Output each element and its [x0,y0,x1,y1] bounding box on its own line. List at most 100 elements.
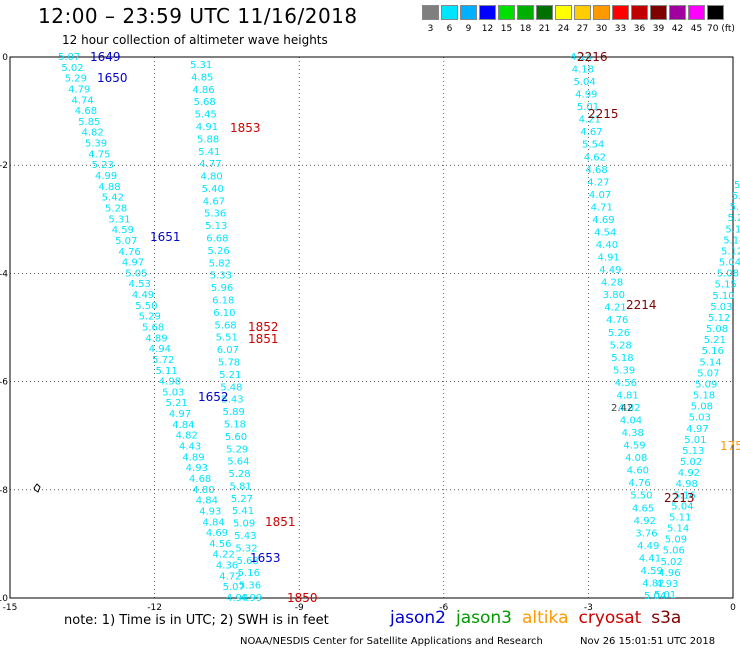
wave-height-value: 5.18 [725,224,740,235]
wave-height-value: 4.49 [637,541,659,552]
wave-height-value: 5.31 [108,214,130,225]
wave-height-value: 5.01 [684,435,706,446]
wave-height-value: 4.91 [598,253,620,264]
wave-height-value: 5.02 [680,457,702,468]
wave-height-value: 5.28 [105,203,127,214]
wave-height-value: 4.76 [118,247,140,258]
wave-height-value: 4.97 [169,409,191,420]
wave-height-value: 4.69 [592,215,614,226]
wave-height-value: 5.23 [734,180,740,191]
wave-height-value: 5.16 [673,490,695,501]
wave-height-value: 4.68 [75,106,97,117]
wave-height-value: 5.10 [712,291,734,302]
wave-height-value: 5.23 [92,160,114,171]
color-swatch-label: 9 [465,24,472,34]
wave-height-value: 4.28 [601,278,623,289]
legend-item-s3a: s3a [651,608,682,628]
wave-height-value: 4.82 [618,403,640,414]
x-tick-label: 0 [730,603,736,613]
y-tick-label: -6 [0,378,8,388]
color-swatch [707,5,724,20]
wave-height-value: 5.29 [139,312,161,323]
wave-height-value: 5.18 [611,353,633,364]
map-border [9,56,734,599]
wave-height-value: 4.75 [88,149,110,160]
wave-height-value: 3.80 [603,290,625,301]
wave-height-value: 5.45 [195,110,217,121]
legend-item-altika: altika [522,608,569,628]
legend-item-jason3: jason3 [456,608,512,628]
generation-timestamp: Nov 26 15:01:51 UTC 2018 [580,636,716,647]
wave-height-value: 4.88 [98,182,120,193]
wave-height-value: 4.53 [129,279,151,290]
wave-height-value: 4.59 [641,566,663,577]
pass-time-label: 1851 [265,515,296,529]
wave-height-value: 5.32 [235,543,257,554]
wave-height-value: 5.28 [610,340,632,351]
wave-height-value: 5.07 [223,582,245,593]
wave-height-value: 5.01 [577,102,599,113]
pass-time-label: 1850 [287,591,318,605]
wave-height-value: 5.15 [715,280,737,291]
wave-height-value: 4.38 [622,428,644,439]
color-swatch-label: 15 [500,24,513,34]
wave-height-value: 5.03 [162,387,184,398]
wave-height-value: 4.98 [676,479,698,490]
map-frame [9,56,734,599]
pass-time-label: 175 [720,439,740,453]
wave-height-value: 4.85 [191,72,213,83]
wave-height-value: 5.89 [223,407,245,418]
map-grid [10,57,733,598]
x-tick-label: -3 [584,603,593,613]
wave-height-value: 5.96 [211,283,233,294]
wave-height-value: 4.93 [199,506,221,517]
footnote: note: 1) Time is in UTC; 2) SWH is in fe… [64,613,329,628]
wave-height-value: 4.86 [192,85,214,96]
color-swatch-label: 45 [690,24,703,34]
wave-height-value: 4.41 [639,553,661,564]
y-tick-label: 0 [2,53,8,63]
wave-height-value: 5.21 [704,335,726,346]
x-tick-label: -15 [3,603,18,613]
color-swatch [612,5,629,20]
wave-height-value: 4.40 [596,240,618,251]
color-swatch [650,5,667,20]
wave-height-value: 5.43 [234,531,256,542]
wave-height-value: 6.18 [212,296,234,307]
pass-time-label: 1851 [248,332,279,346]
wave-height-value: 5.04 [671,501,693,512]
wave-height-value: 4.82 [82,128,104,139]
wave-height-value: 4.96 [658,568,680,579]
coastline-mark [33,483,41,493]
wave-height-value: 4.99 [575,90,597,101]
wave-height-value: 5.13 [205,221,227,232]
wave-height-value: 5.21 [166,398,188,409]
wave-height-value: 5.08 [691,402,713,413]
wave-height-value: 4.99 [240,593,262,604]
wave-height-value: 4.79 [68,84,90,95]
color-swatch-label: 24 [557,24,570,34]
wave-height-value: 5.14 [667,524,689,535]
y-tick-label: -8 [0,486,8,496]
wave-height-value: 5.09 [695,379,717,390]
wave-height-value: 5.03 [689,413,711,424]
color-swatch-label: 70 (ft) [707,24,735,34]
color-swatch [574,5,591,20]
wave-height-value: 5.03 [710,302,732,313]
wave-height-value: 4.81 [616,390,638,401]
wave-height-value: 5.88 [197,134,219,145]
color-swatch [479,5,496,20]
wave-height-value: 4.97 [686,424,708,435]
wave-height-value: 5.81 [230,481,252,492]
wave-height-value: 4.89 [145,333,167,344]
wave-height-value: 5.26 [207,246,229,257]
wave-height-value: 5.28 [228,469,250,480]
legend-item-cryosat: cryosat [578,608,642,628]
color-swatch [441,5,458,20]
wave-height-value: 4.67 [203,196,225,207]
pass-time-label: 2215 [588,107,619,121]
wave-height-value: 5.14 [723,235,740,246]
color-swatch [688,5,705,20]
wave-height-value: 4.72 [219,571,241,582]
